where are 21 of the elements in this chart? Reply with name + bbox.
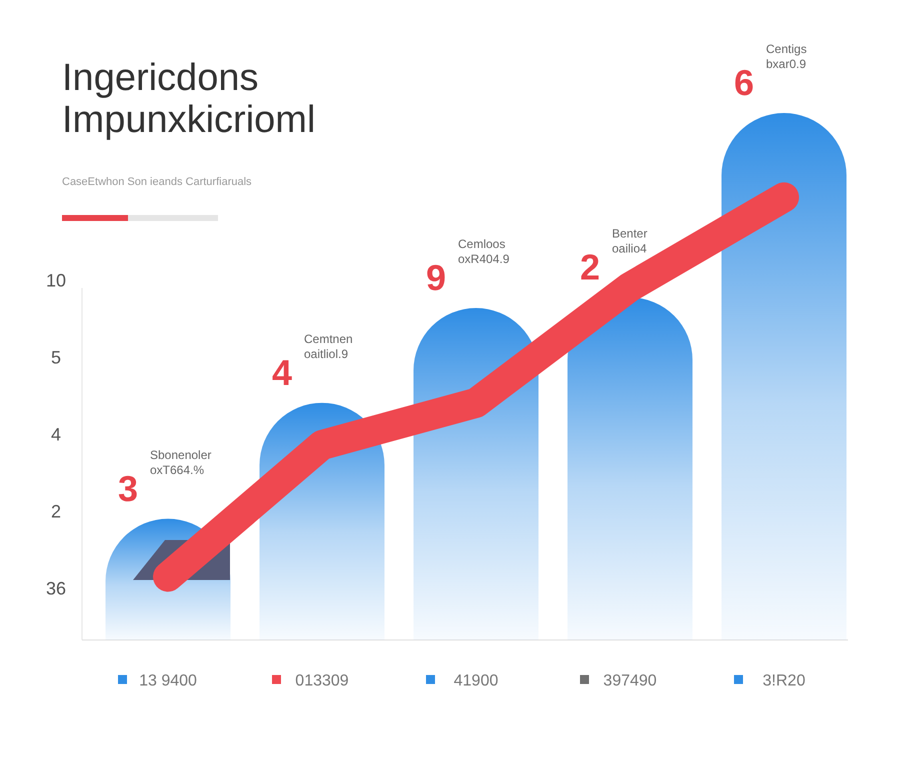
annotation: 4 [272,352,292,393]
bar [722,113,846,640]
x-tick-label: 41900 [454,672,498,690]
text: 5 [50,347,62,368]
bar [568,298,692,640]
text: Benter oailio4 [612,226,648,256]
text: 2 [50,501,62,522]
text: CaseEtwhon Son ieands Carturfiaruals [62,176,252,188]
x-tick-label: 3!R20 [762,672,806,690]
annotation: 9 Cemloos oxR404.9 [426,236,510,298]
x-tick-label: 13 9400 [139,672,198,690]
chart-title: Ingericdons Impunxkicrioml [62,57,316,141]
text: 6 Centigs bxar0.9 [734,42,807,103]
annotation: 2 [580,246,600,288]
text: 36 [46,578,66,598]
x-tick-label: 397490 [603,672,657,690]
text: 4 [50,424,62,444]
x-tick-label: 013309 [295,672,349,690]
text: 10 [46,270,66,290]
annotation: 3 Sbonenoler oxT664.% [118,448,212,509]
text: Cemtnen oaitliol.9 [304,332,353,361]
